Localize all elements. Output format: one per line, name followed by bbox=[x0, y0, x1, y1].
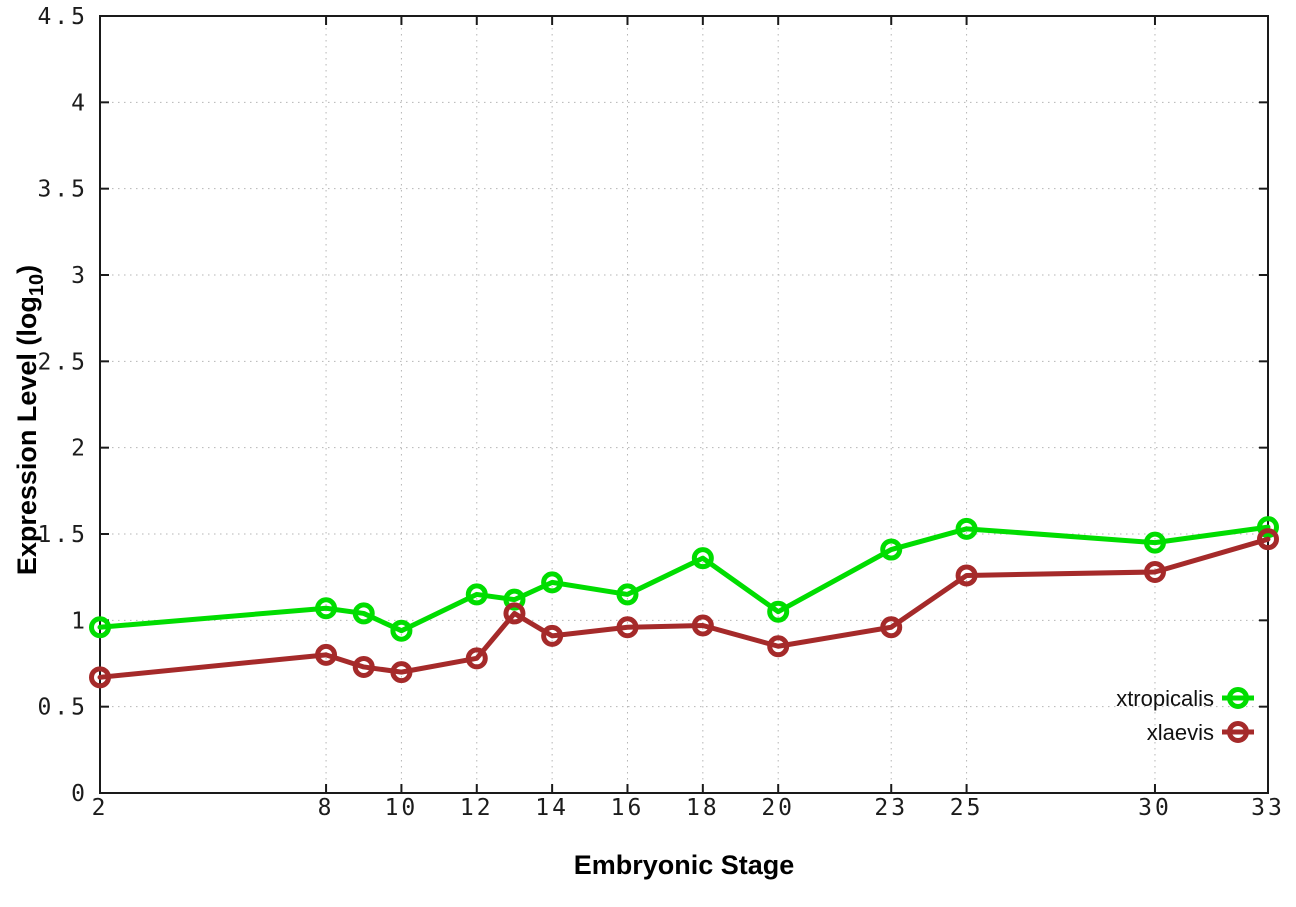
series-marker-xtropicalis bbox=[880, 538, 903, 561]
series-marker-xtropicalis bbox=[955, 517, 978, 540]
series-marker-xtropicalis bbox=[1257, 516, 1279, 539]
x-tick-label: 18 bbox=[686, 795, 720, 821]
x-tick-label: 10 bbox=[385, 795, 419, 821]
x-tick-label: 12 bbox=[460, 795, 494, 821]
series-marker-xtropicalis bbox=[89, 616, 111, 639]
tick-marks bbox=[99, 15, 1269, 794]
legend-marker-xlaevis bbox=[1227, 721, 1249, 743]
y-axis-title: Expression Level (log10) bbox=[12, 265, 48, 575]
x-tick-label: 20 bbox=[761, 795, 795, 821]
y-tick-label: 4 bbox=[71, 90, 88, 116]
series-marker-xlaevis bbox=[315, 643, 338, 666]
tick-labels: 2 8 10 12 14 16 18 20 23 25 30 33 0 0.5 1 1.5 2 2.5 3 3.5 4 4… bbox=[37, 4, 1285, 821]
x-tick-label: 25 bbox=[950, 795, 984, 821]
series-marker-xtropicalis bbox=[352, 602, 375, 625]
x-tick-label: 8 bbox=[318, 795, 335, 821]
series-marker-xlaevis bbox=[352, 655, 375, 678]
series-marker-xlaevis bbox=[955, 564, 978, 587]
x-tick-label: 23 bbox=[874, 795, 908, 821]
series-marker-xtropicalis bbox=[1143, 531, 1166, 554]
x-tick-label: 30 bbox=[1138, 795, 1172, 821]
legend-marker-xtropicalis bbox=[1227, 687, 1249, 709]
y-tick-label: 0 bbox=[71, 781, 88, 807]
series-line-xlaevis bbox=[97, 536, 1271, 680]
gridlines bbox=[100, 16, 1268, 793]
series-marker-xlaevis bbox=[767, 635, 790, 658]
x-tick-label: 16 bbox=[611, 795, 645, 821]
series-marker-xlaevis bbox=[616, 616, 639, 639]
y-tick-label: 0.5 bbox=[37, 695, 88, 721]
x-tick-label: 14 bbox=[535, 795, 569, 821]
series-marker-xlaevis bbox=[1143, 560, 1166, 583]
series-marker-xtropicalis bbox=[315, 597, 338, 620]
series-marker-xlaevis bbox=[541, 624, 564, 647]
series-marker-xlaevis bbox=[1257, 528, 1279, 551]
series-marker-xlaevis bbox=[503, 602, 526, 625]
x-tick-label: 33 bbox=[1251, 795, 1285, 821]
series-marker-xtropicalis bbox=[503, 588, 526, 611]
y-tick-label: 2 bbox=[71, 436, 88, 462]
y-tick-label: 3.5 bbox=[37, 177, 88, 203]
series-marker-xtropicalis bbox=[691, 547, 714, 570]
y-tick-label: 1 bbox=[71, 608, 88, 634]
y-tick-label: 3 bbox=[71, 263, 88, 289]
series-line-xtropicalis bbox=[97, 524, 1271, 634]
series-marker-xlaevis bbox=[465, 647, 488, 670]
legend: xtropicalis xlaevis bbox=[1116, 686, 1254, 745]
plot-border bbox=[99, 15, 1269, 794]
series-marker-xtropicalis bbox=[390, 619, 413, 642]
legend-label-xtropicalis: xtropicalis bbox=[1116, 686, 1214, 711]
series-marker-xtropicalis bbox=[465, 583, 488, 606]
series-marker-xtropicalis bbox=[541, 571, 564, 594]
series-marker-xtropicalis bbox=[767, 600, 790, 623]
series-marker-xlaevis bbox=[691, 614, 714, 637]
series-marker-xlaevis bbox=[89, 666, 111, 689]
series-marker-xlaevis bbox=[880, 616, 903, 639]
series-marker-xlaevis bbox=[390, 661, 413, 684]
y-tick-label: 1.5 bbox=[37, 522, 88, 548]
y-tick-label: 4.5 bbox=[37, 4, 88, 30]
legend-label-xlaevis: xlaevis bbox=[1147, 720, 1214, 745]
x-axis-title: Embryonic Stage bbox=[574, 850, 795, 880]
x-tick-label: 2 bbox=[92, 795, 109, 821]
data-series bbox=[89, 516, 1279, 689]
y-tick-label: 2.5 bbox=[37, 349, 88, 375]
series-marker-xtropicalis bbox=[616, 583, 639, 606]
